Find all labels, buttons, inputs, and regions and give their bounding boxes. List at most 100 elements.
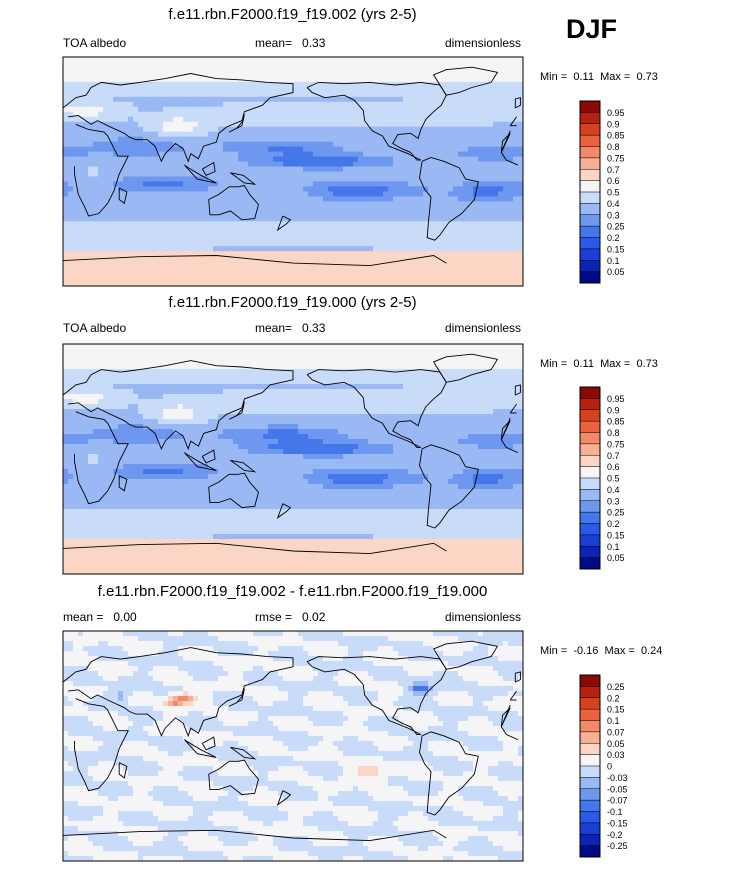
field-cell	[63, 281, 69, 286]
field-cell	[318, 57, 324, 63]
field-cell	[173, 116, 179, 123]
field-cell	[503, 369, 509, 375]
field-cell	[403, 251, 409, 257]
field-cell	[398, 374, 404, 380]
field-cell	[263, 91, 269, 98]
field-cell	[323, 111, 329, 118]
field-cell	[478, 211, 484, 217]
field-cell	[463, 71, 469, 78]
field-cell	[493, 86, 499, 93]
field-cell	[498, 186, 504, 193]
field-cell	[418, 71, 424, 78]
field-cell	[238, 151, 244, 158]
colorbar-swatch	[579, 180, 601, 193]
field-cell	[103, 57, 109, 63]
field-cell	[108, 211, 114, 217]
field-cell	[333, 201, 339, 207]
field-cell	[203, 364, 209, 370]
field-cell	[518, 354, 523, 360]
field-cell	[98, 181, 104, 188]
field-cell	[168, 196, 174, 202]
field-cell	[153, 106, 159, 113]
field-cell	[233, 206, 239, 212]
field-cell	[178, 231, 184, 237]
field-cell	[178, 96, 184, 103]
field-cell	[278, 201, 284, 207]
field-cell	[448, 349, 454, 355]
field-cell	[303, 201, 309, 207]
field-cell	[248, 251, 254, 257]
field-cell	[68, 226, 74, 232]
field-cell	[338, 151, 344, 158]
field-cell	[298, 76, 304, 83]
field-cell	[458, 261, 464, 267]
field-cell	[108, 369, 114, 375]
field-cell	[218, 66, 224, 73]
field-cell	[468, 191, 474, 197]
field-cell	[308, 256, 314, 262]
field-cell	[113, 271, 119, 277]
field-cell	[488, 261, 494, 267]
field-cell	[238, 256, 244, 262]
field-cell	[443, 246, 449, 252]
field-cell	[393, 251, 399, 257]
field-cell	[503, 146, 509, 153]
field-cell	[143, 206, 149, 212]
field-cell	[383, 191, 389, 197]
field-cell	[68, 354, 74, 360]
field-cell	[93, 271, 99, 277]
field-cell	[118, 379, 124, 385]
field-cell	[383, 151, 389, 158]
field-cell	[153, 151, 159, 158]
field-cell	[103, 211, 109, 217]
field-cell	[128, 191, 134, 197]
field-cell	[238, 221, 244, 227]
field-cell	[283, 261, 289, 267]
field-cell	[338, 216, 344, 222]
field-cell	[388, 86, 394, 93]
field-cell	[138, 226, 144, 232]
field-cell	[273, 57, 279, 63]
field-cell	[453, 76, 459, 83]
field-cell	[423, 344, 429, 350]
field-cell	[368, 161, 374, 168]
field-cell	[353, 111, 359, 118]
field-cell	[278, 136, 284, 143]
field-cell	[428, 116, 434, 123]
field-cell	[443, 86, 449, 93]
field-cell	[148, 101, 154, 108]
field-cell	[518, 201, 523, 207]
field-cell	[333, 206, 339, 212]
field-cell	[358, 246, 364, 252]
field-cell	[228, 57, 234, 63]
field-cell	[368, 191, 374, 197]
field-cell	[153, 271, 159, 277]
field-cell	[63, 106, 69, 113]
field-cell	[198, 344, 204, 350]
field-cell	[343, 86, 349, 93]
field-cell	[318, 86, 324, 93]
field-cell	[348, 156, 354, 163]
field-cell	[113, 221, 119, 227]
field-cell	[393, 211, 399, 217]
field-cell	[83, 349, 89, 355]
field-cell	[373, 57, 379, 63]
field-cell	[488, 246, 494, 252]
field-cell	[518, 151, 523, 158]
field-cell	[88, 146, 94, 153]
field-cell	[138, 379, 144, 385]
field-cell	[208, 266, 214, 272]
field-cell	[318, 271, 324, 277]
field-cell	[513, 271, 519, 277]
field-cell	[468, 256, 474, 262]
field-cell	[288, 121, 294, 128]
field-cell	[378, 91, 384, 98]
field-cell	[188, 106, 194, 113]
field-cell	[73, 251, 79, 257]
field-cell	[163, 271, 169, 277]
field-cell	[228, 86, 234, 93]
field-cell	[163, 344, 169, 350]
field-cell	[498, 211, 504, 217]
field-cell	[73, 86, 79, 93]
field-cell	[193, 76, 199, 83]
